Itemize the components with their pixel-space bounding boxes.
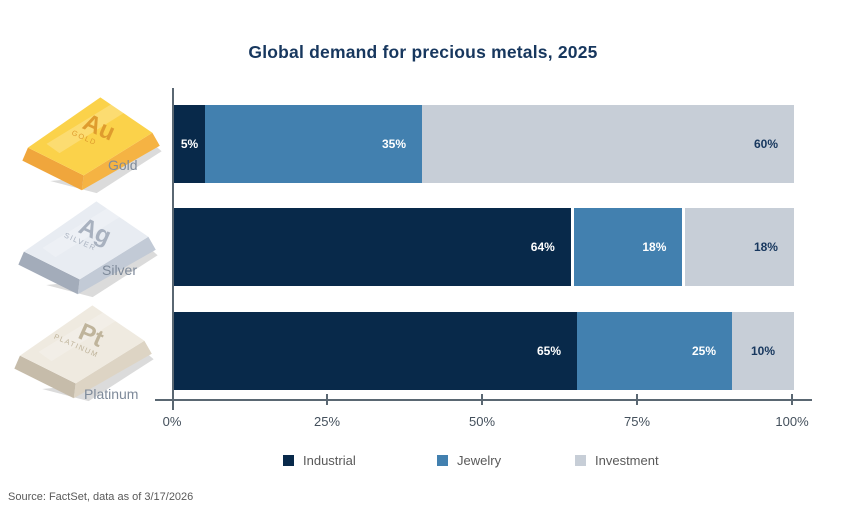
chart-title: Global demand for precious metals, 2025 [248, 42, 598, 62]
bar-segment-silver-industrial: 64% [174, 208, 571, 286]
bar-segment-silver-investment: 18% [682, 208, 794, 286]
x-tick-label-25: 25% [313, 414, 341, 429]
x-tick-25 [326, 394, 328, 405]
bar-segment-platinum-industrial: 65% [174, 312, 577, 390]
value-label-silver-jewelry: 18% [642, 240, 667, 254]
jewelry-swatch-icon [437, 455, 448, 466]
value-label-silver-industrial: 64% [530, 240, 555, 254]
value-label-platinum-investment: 10% [750, 344, 776, 358]
value-label-platinum-jewelry: 25% [691, 344, 716, 358]
x-tick-label-100: 100% [775, 414, 809, 429]
legend-item-industrial: Industrial [283, 453, 356, 468]
x-tick-label-75: 75% [623, 414, 651, 429]
investment-swatch-icon [575, 455, 586, 466]
category-label-gold: Gold [108, 157, 138, 173]
bar-segment-silver-jewelry: 18% [570, 208, 683, 286]
legend-item-jewelry: Jewelry [437, 453, 501, 468]
value-label-silver-investment: 18% [753, 240, 778, 254]
bar-silver: 64% 18% 18% [174, 208, 794, 286]
y-axis-line [172, 88, 174, 410]
legend: Industrial Jewelry Investment [0, 453, 846, 473]
bar-segment-platinum-investment: 10% [732, 312, 794, 390]
legend-label-industrial: Industrial [303, 453, 356, 468]
x-tick-75 [636, 394, 638, 405]
bar-platinum: 65% 25% 10% [174, 312, 794, 390]
bar-segment-gold-investment: 60% [422, 105, 794, 183]
platinum-ingot-icon: Pt PLATINUM [14, 298, 154, 402]
value-label-gold-investment: 60% [753, 137, 778, 151]
silver-ingot-icon: Ag SILVER [18, 194, 158, 298]
bar-segment-platinum-jewelry: 25% [577, 312, 732, 390]
x-tick-50 [481, 394, 483, 405]
bar-gold: 5% 35% 60% [174, 105, 794, 183]
legend-label-jewelry: Jewelry [457, 453, 502, 468]
legend-item-investment: Investment [575, 453, 659, 468]
bar-segment-gold-jewelry: 35% [205, 105, 422, 183]
bar-segment-gold-industrial: 5% [174, 105, 205, 183]
x-axis-line [155, 399, 812, 401]
industrial-swatch-icon [283, 455, 294, 466]
category-label-silver: Silver [102, 262, 138, 278]
x-tick-label-0: 0% [162, 414, 182, 429]
source-note: Source: FactSet, data as of 3/17/2026 [8, 491, 194, 503]
x-tick-label-50: 50% [468, 414, 496, 429]
plot-area: 5% 35% 60% 64% 18% 18% 65% 25% 10% 0% 25% 50% … [155, 88, 812, 448]
value-label-gold-industrial: 5% [180, 137, 199, 151]
value-label-gold-jewelry: 35% [381, 137, 406, 151]
gold-ingot-icon: Au GOLD [22, 90, 162, 194]
category-label-platinum: Platinum [84, 386, 139, 402]
x-tick-100 [791, 394, 793, 405]
value-label-platinum-industrial: 65% [536, 344, 561, 358]
legend-label-investment: Investment [595, 453, 659, 468]
